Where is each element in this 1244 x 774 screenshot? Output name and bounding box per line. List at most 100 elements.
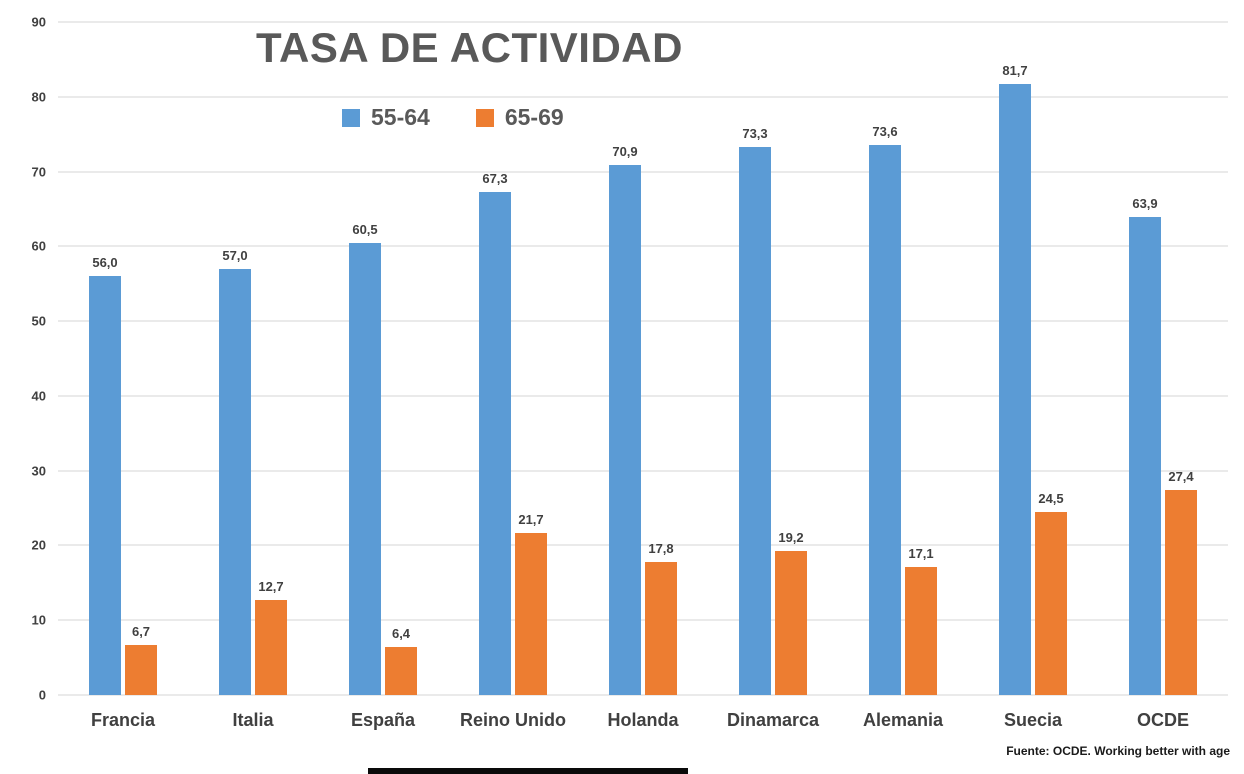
bar-group-españa: 60,5 6,4 (318, 22, 448, 695)
x-axis-label: Dinamarca (726, 710, 820, 730)
y-tick-label: 10 (31, 612, 46, 628)
bar-65-69: 17,8 (645, 541, 677, 695)
y-tick-label: 30 (31, 463, 46, 479)
y-axis-labels: 0 10 20 30 40 50 60 70 80 90 (18, 15, 52, 703)
gridline (58, 171, 1228, 173)
x-axis-label: Holanda (607, 710, 679, 730)
bar-value-label: 57,0 (222, 247, 248, 263)
bar-fill (775, 551, 807, 695)
bar-65-69: 17,1 (905, 546, 937, 695)
bar-group-reino-unido: 67,3 21,7 (448, 22, 578, 695)
bar-fill (1035, 511, 1067, 695)
bar-group-holanda: 70,9 17,8 (578, 22, 708, 695)
y-tick-label: 90 (31, 14, 46, 30)
x-axis-label: OCDE (1136, 710, 1189, 730)
y-tick-label: 80 (31, 89, 46, 105)
bar-fill (125, 644, 157, 695)
y-tick-label: 50 (31, 313, 46, 329)
y-tick-label: 40 (31, 388, 46, 404)
gridline (58, 320, 1228, 322)
x-axis-label: Francia (90, 710, 156, 730)
bar-value-label: 70,9 (612, 143, 638, 159)
gridline (58, 619, 1228, 621)
bar-value-label: 27,4 (1168, 469, 1194, 485)
legend-swatch-icon (475, 108, 494, 127)
y-tick-label: 60 (31, 238, 46, 254)
legend-item-55-64: 55-64 (342, 104, 430, 131)
x-axis-label: Alemania (862, 710, 944, 730)
bar-fill (609, 164, 641, 695)
bar-group-francia: 56,0 6,7 (58, 22, 188, 695)
bar-fill (1165, 490, 1197, 695)
bar-fill (905, 567, 937, 695)
bar-value-label: 17,8 (648, 540, 674, 556)
plot-area: 56,0 6,7 57,0 12,7 60,5 6,4 67,3 21,7 70,9 17,8 73… (58, 21, 1228, 696)
legend-label: 55-64 (371, 104, 430, 130)
bar-fill (645, 561, 677, 695)
bar-value-label: 24,5 (1038, 490, 1064, 506)
bar-value-label: 63,9 (1132, 196, 1158, 212)
bar-value-label: 6,4 (391, 626, 411, 642)
bar-value-label: 56,0 (92, 255, 118, 271)
y-tick-label: 0 (38, 687, 46, 703)
bar-group-dinamarca: 73,3 19,2 (708, 22, 838, 695)
x-axis-label: Suecia (1003, 710, 1063, 730)
bar-group-suecia: 81,7 24,5 (968, 22, 1098, 695)
bar-value-label: 19,2 (778, 530, 804, 546)
bar-55-64: 81,7 (999, 63, 1031, 695)
bar-fill (1129, 217, 1161, 695)
gridline (58, 96, 1228, 98)
bar-fill (349, 242, 381, 695)
bar-value-label: 81,7 (1002, 63, 1028, 79)
bar-value-label: 6,7 (131, 623, 151, 639)
bar-value-label: 12,7 (258, 579, 284, 595)
bar-65-69: 24,5 (1035, 491, 1067, 695)
gridline (58, 470, 1228, 472)
bar-value-label: 60,5 (352, 221, 378, 237)
legend-swatch-icon (342, 108, 360, 127)
bar-65-69: 12,7 (255, 579, 287, 695)
x-axis-labels: Francia Italia España Reino Unido Holanda Din… (58, 710, 1228, 731)
bar-55-64: 60,5 (349, 222, 381, 695)
chart-title: TASA DE ACTIVIDAD (256, 24, 683, 71)
legend-label: 65-69 (504, 104, 564, 130)
legend: 55-64 65-69 (342, 104, 564, 131)
bar-groups: 56,0 6,7 57,0 12,7 60,5 6,4 67,3 21,7 70,9 17,8 73… (58, 22, 1228, 695)
bar-group-ocde: 63,9 27,4 (1098, 22, 1228, 695)
y-tick-label: 20 (31, 537, 46, 553)
source-note: Fuente: OCDE. Working better with age (1006, 744, 1230, 758)
gridline (58, 21, 1228, 23)
bar-fill (869, 144, 901, 695)
bar-group-italia: 57,0 12,7 (188, 22, 318, 695)
bar-65-69: 21,7 (515, 512, 547, 695)
bar-55-64: 73,6 (869, 124, 901, 695)
bottom-strip (368, 768, 688, 774)
bar-55-64: 70,9 (609, 144, 641, 695)
bar-value-label: 73,3 (742, 125, 768, 141)
bar-fill (255, 600, 287, 695)
legend-item-65-69: 65-69 (475, 104, 564, 131)
bar-65-69: 27,4 (1165, 469, 1197, 695)
bar-fill (999, 84, 1031, 695)
gridline (58, 694, 1228, 696)
bar-55-64: 73,3 (739, 126, 771, 695)
bar-fill (219, 268, 251, 695)
bar-55-64: 57,0 (219, 248, 251, 695)
bar-55-64: 56,0 (89, 255, 121, 695)
bar-fill (385, 647, 417, 695)
bar-value-label: 67,3 (482, 170, 508, 186)
bar-fill (89, 276, 121, 695)
x-axis-label: España (350, 710, 416, 730)
gridlines (58, 21, 1228, 696)
bar-fill (739, 146, 771, 695)
gridline (58, 395, 1228, 397)
bar-group-alemania: 73,6 17,1 (838, 22, 968, 695)
bar-fill (479, 191, 511, 695)
bar-value-label: 21,7 (518, 511, 544, 527)
x-axis-label: Reino Unido (460, 710, 566, 730)
x-axis-label: Italia (232, 710, 274, 730)
bar-value-label: 73,6 (872, 123, 898, 139)
bar-65-69: 6,4 (385, 626, 417, 695)
bar-fill (515, 532, 547, 695)
